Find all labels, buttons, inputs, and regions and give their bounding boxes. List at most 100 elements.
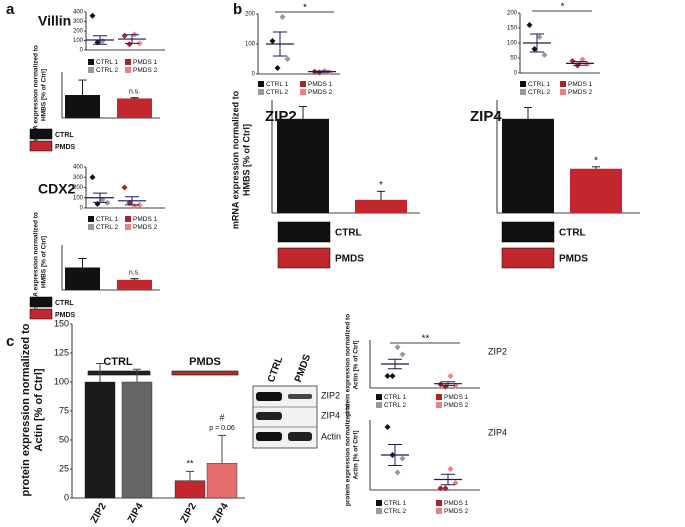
chart-title: ZIP4 [470,108,502,125]
legend-label: CTRL [559,228,586,239]
y-tick-label: 75 [59,405,69,415]
legend-swatch [29,308,53,320]
sem-bar [573,61,587,66]
legend-swatch [436,508,442,514]
bar [355,199,407,213]
legend-swatch [88,224,94,230]
blot-band-label: ZIP2 [321,390,340,400]
data-point [437,485,444,492]
legend-label: CTRL 1 [266,81,289,88]
data-point [89,12,96,19]
legend-swatch [277,247,331,269]
legend-label: PMDS 1 [444,500,469,507]
error-bar [218,434,226,464]
y-tick-label: 200 [507,11,518,17]
legend-label: PMDS 2 [133,67,158,74]
legend-swatch [277,221,331,243]
legend-label: CTRL [335,228,362,239]
bar [174,480,206,499]
blot-band [288,432,312,441]
y-tick-label: 400 [73,165,84,171]
legend-swatch [376,394,382,400]
legend-label: PMDS 2 [444,402,469,409]
data-point [384,373,391,379]
sem-bar [125,34,139,44]
blot-band-label: ZIP4 [321,410,340,420]
legend-swatch [258,89,264,95]
significance-label: ** [422,334,430,345]
data-point [136,40,143,47]
sem-bar [388,444,402,466]
data-point [104,199,111,206]
legend-label: CTRL 2 [96,224,119,231]
annotation: # [219,413,224,423]
legend-swatch [29,296,53,308]
y-axis-label: HMBS [% of Ctrl] [41,69,48,121]
legend-label: PMDS 1 [308,81,333,88]
blot-band [256,432,282,441]
y-tick-label: 150 [507,26,518,32]
y-axis-label: HMBS [% of Ctrl] [41,236,48,288]
data-point [284,56,291,62]
y-axis-label: protein expression normalized to [345,404,352,506]
data-point [279,14,286,20]
legend-swatch [258,81,264,87]
legend-label: CTRL 2 [266,89,289,96]
y-tick-label: 100 [73,38,84,44]
legend-label: PMDS 2 [568,89,593,96]
y-tick-label: 0 [80,206,84,212]
annotation: * [594,155,598,166]
legend-swatch [29,128,53,140]
y-tick-label: 0 [252,72,256,78]
data-point [389,373,396,379]
error-bar [299,106,307,119]
legend-swatch [125,216,131,222]
legend-swatch [501,221,555,243]
legend-label: CTRL 2 [528,89,551,96]
panel-label: b [233,1,242,18]
y-tick-label: 0 [64,492,69,502]
legend-label: CTRL 1 [96,59,119,66]
data-point [442,485,449,492]
y-tick-label: 100 [507,41,518,47]
data-point [536,34,543,40]
x-tick-label: ZIP2 [179,501,199,525]
legend-swatch [300,89,306,95]
legend-swatch [501,247,555,269]
error-bar [592,166,600,169]
bar [65,267,100,290]
legend-label: PMDS 2 [444,508,469,515]
bar [84,381,116,499]
legend-swatch [300,81,306,87]
error-bar [377,190,385,200]
data-point [399,455,406,462]
y-tick-label: 150 [54,318,69,328]
legend-swatch [436,500,442,506]
group-label: CTRL [103,356,133,368]
data-point [541,52,548,58]
legend-swatch [376,508,382,514]
data-point [89,174,96,181]
y-axis-label: Actin [% of Ctrl] [353,430,360,479]
y-tick-label: 25 [59,463,69,473]
y-tick-label: 300 [73,175,84,181]
blot-lane-label: CTRL [266,355,285,384]
legend-label: PMDS 2 [308,89,333,96]
group-label: PMDS [189,356,221,368]
legend-label: CTRL 2 [384,508,407,515]
legend-swatch [520,89,526,95]
blot-lane-label: PMDS [293,353,313,384]
bar [206,463,238,499]
data-point [526,22,533,28]
legend-label: CTRL 2 [96,67,119,74]
legend-swatch [125,67,131,73]
error-bar [96,362,104,382]
y-tick-label: 100 [54,376,69,386]
sem-bar [441,381,455,387]
sem-bar [93,35,107,45]
y-tick-label: 125 [54,347,69,357]
legend-label: PMDS [559,254,588,265]
panel-label: c [6,333,14,350]
y-tick-label: 200 [245,12,256,18]
